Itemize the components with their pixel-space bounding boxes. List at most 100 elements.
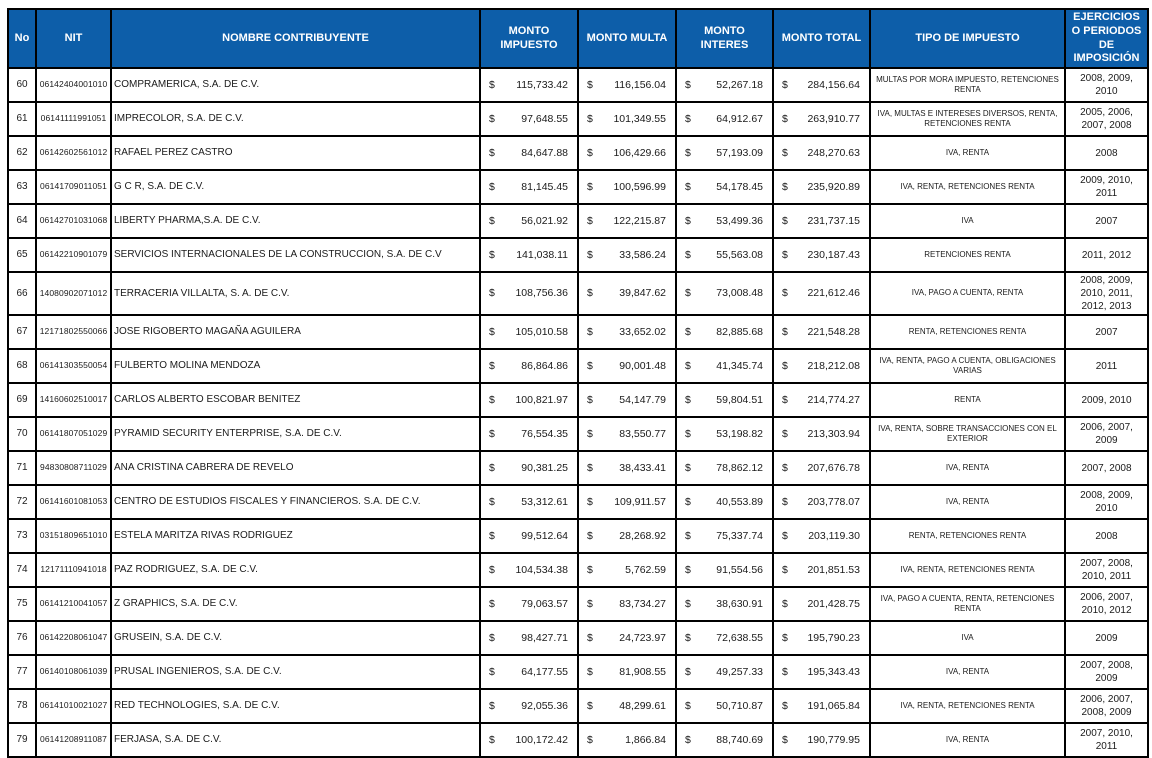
table-row: 61 06141111991051 IMPRECOLOR, S.A. DE C.… [7,101,1149,137]
cell-ejercicios-periodos: 2008 [1064,518,1149,554]
cell-monto-impuesto: $ 53,312.61 [479,484,579,520]
cell-ejercicios-periodos: 2011 [1064,348,1149,384]
monto-interes-value: 53,198.82 [716,427,763,440]
monto-interes-value: 41,345.74 [716,359,763,372]
table-row: 72 06141601081053 CENTRO DE ESTUDIOS FIS… [7,484,1149,520]
monto-total-value: 213,303.94 [807,427,860,440]
cell-monto-multa: $ 116,156.04 [577,67,677,103]
table-row: 75 06141210041057 Z GRAPHICS, S.A. DE C.… [7,586,1149,622]
cell-monto-interes: $ 75,337.74 [675,518,774,554]
table-row: 69 14160602510017 CARLOS ALBERTO ESCOBAR… [7,382,1149,418]
monto-impuesto-value: 99,512.64 [521,529,568,542]
header-ejercicios-periodos: EJERCICIOS O PERIODOS DE IMPOSICIÓN [1064,8,1149,69]
cell-row-number: 67 [7,314,37,350]
monto-total-value: 191,065.84 [807,699,860,712]
monto-impuesto-value: 98,427.71 [521,631,568,644]
cell-tipo-de-impuesto: IVA, RENTA, RETENCIONES RENTA [869,552,1066,588]
cell-tipo-de-impuesto: IVA, RENTA, PAGO A CUENTA, OBLIGACIONES … [869,348,1066,384]
tax-debtors-table: No NIT NOMBRE CONTRIBUYENTE MONTO IMPUES… [7,8,1149,758]
currency-symbol: $ [587,112,593,125]
cell-row-number: 72 [7,484,37,520]
cell-nombre-contribuyente: G C R, S.A. DE C.V. [110,169,481,205]
cell-monto-multa: $ 24,723.97 [577,620,677,656]
cell-ejercicios-periodos: 2007 [1064,314,1149,350]
table-row: 73 03151809651010 ESTELA MARITZA RIVAS R… [7,518,1149,554]
cell-monto-total: $ 214,774.27 [772,382,871,418]
monto-interes-value: 40,553.89 [716,495,763,508]
cell-row-number: 79 [7,722,37,758]
table-row: 66 14080902071012 TERRACERIA VILLALTA, S… [7,271,1149,316]
document-page: No NIT NOMBRE CONTRIBUYENTE MONTO IMPUES… [7,8,1149,758]
cell-row-number: 76 [7,620,37,656]
cell-monto-impuesto: $ 98,427.71 [479,620,579,656]
cell-nit: 12171802550066 [35,314,112,350]
monto-interes-value: 82,885.68 [716,325,763,338]
currency-symbol: $ [587,359,593,372]
header-monto-multa: MONTO MULTA [577,8,677,69]
monto-impuesto-value: 84,647.88 [521,146,568,159]
currency-symbol: $ [782,427,788,440]
cell-nit: 14160602510017 [35,382,112,418]
cell-nombre-contribuyente: PAZ RODRIGUEZ, S.A. DE C.V. [110,552,481,588]
currency-symbol: $ [587,146,593,159]
currency-symbol: $ [489,529,495,542]
monto-total-value: 203,778.07 [807,495,860,508]
cell-monto-multa: $ 100,596.99 [577,169,677,205]
monto-impuesto-value: 108,756.36 [515,287,568,300]
table-row: 67 12171802550066 JOSE RIGOBERTO MAGAÑA … [7,314,1149,350]
monto-interes-value: 49,257.33 [716,665,763,678]
currency-symbol: $ [489,631,495,644]
monto-total-value: 195,790.23 [807,631,860,644]
monto-total-value: 201,851.53 [807,563,860,576]
cell-nit: 06141210041057 [35,586,112,622]
cell-tipo-de-impuesto: RENTA [869,382,1066,418]
monto-impuesto-value: 76,554.35 [521,427,568,440]
currency-symbol: $ [587,248,593,261]
currency-symbol: $ [685,112,691,125]
monto-total-value: 221,612.46 [807,287,860,300]
monto-total-value: 284,156.64 [807,78,860,91]
monto-multa-value: 122,215.87 [613,214,666,227]
cell-ejercicios-periodos: 2006, 2007, 2010, 2012 [1064,586,1149,622]
currency-symbol: $ [489,112,495,125]
table-row: 70 06141807051029 PYRAMID SECURITY ENTER… [7,416,1149,452]
cell-monto-impuesto: $ 81,145.45 [479,169,579,205]
cell-monto-impuesto: $ 108,756.36 [479,271,579,316]
monto-impuesto-value: 97,648.55 [521,112,568,125]
cell-tipo-de-impuesto: IVA, RENTA, RETENCIONES RENTA [869,688,1066,724]
cell-nit: 06142404001010 [35,67,112,103]
currency-symbol: $ [489,495,495,508]
monto-multa-value: 116,156.04 [614,78,666,91]
cell-monto-interes: $ 40,553.89 [675,484,774,520]
monto-total-value: 207,676.78 [807,461,860,474]
currency-symbol: $ [782,665,788,678]
monto-impuesto-value: 92,055.36 [521,699,568,712]
cell-nombre-contribuyente: COMPRAMERICA, S.A. DE C.V. [110,67,481,103]
currency-symbol: $ [685,733,691,746]
monto-impuesto-value: 53,312.61 [521,495,568,508]
cell-nit: 14080902071012 [35,271,112,316]
currency-symbol: $ [685,699,691,712]
cell-nombre-contribuyente: CENTRO DE ESTUDIOS FISCALES Y FINANCIERO… [110,484,481,520]
currency-symbol: $ [587,631,593,644]
currency-symbol: $ [489,78,495,91]
monto-multa-value: 24,723.97 [619,631,666,644]
cell-monto-total: $ 218,212.08 [772,348,871,384]
currency-symbol: $ [489,393,495,406]
monto-interes-value: 53,499.36 [716,214,763,227]
cell-row-number: 61 [7,101,37,137]
cell-monto-interes: $ 88,740.69 [675,722,774,758]
header-nombre-contribuyente: NOMBRE CONTRIBUYENTE [110,8,481,69]
monto-total-value: 214,774.27 [807,393,860,406]
cell-nit: 06142602561012 [35,135,112,171]
cell-nit: 06142210901079 [35,237,112,273]
currency-symbol: $ [489,461,495,474]
cell-nit: 94830808711029 [35,450,112,486]
cell-monto-impuesto: $ 105,010.58 [479,314,579,350]
currency-symbol: $ [489,180,495,193]
monto-interes-value: 54,178.45 [716,180,763,193]
monto-multa-value: 83,550.77 [619,427,666,440]
cell-row-number: 64 [7,203,37,239]
monto-total-value: 190,779.95 [807,733,860,746]
currency-symbol: $ [685,214,691,227]
